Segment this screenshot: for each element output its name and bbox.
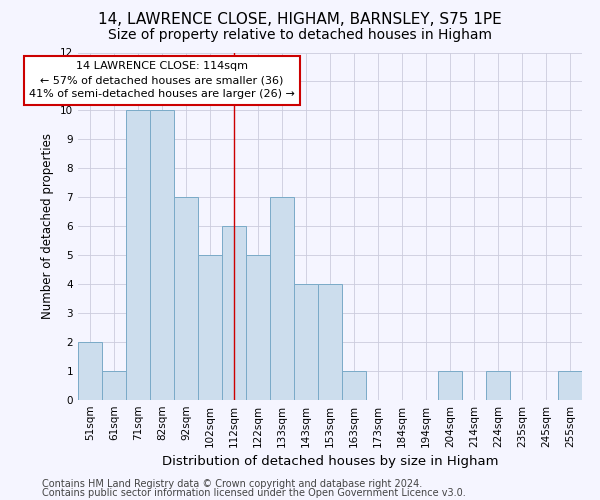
- Bar: [486, 371, 510, 400]
- Bar: [126, 110, 150, 400]
- Bar: [270, 198, 294, 400]
- Text: Contains HM Land Registry data © Crown copyright and database right 2024.: Contains HM Land Registry data © Crown c…: [42, 479, 422, 489]
- Bar: [342, 371, 366, 400]
- Bar: [198, 255, 222, 400]
- Bar: [438, 371, 462, 400]
- Bar: [294, 284, 318, 400]
- Y-axis label: Number of detached properties: Number of detached properties: [41, 133, 55, 320]
- Bar: [174, 198, 198, 400]
- Bar: [78, 342, 102, 400]
- Bar: [318, 284, 342, 400]
- Text: 14, LAWRENCE CLOSE, HIGHAM, BARNSLEY, S75 1PE: 14, LAWRENCE CLOSE, HIGHAM, BARNSLEY, S7…: [98, 12, 502, 28]
- X-axis label: Distribution of detached houses by size in Higham: Distribution of detached houses by size …: [162, 456, 498, 468]
- Bar: [150, 110, 174, 400]
- Text: Size of property relative to detached houses in Higham: Size of property relative to detached ho…: [108, 28, 492, 42]
- Text: Contains public sector information licensed under the Open Government Licence v3: Contains public sector information licen…: [42, 488, 466, 498]
- Bar: [102, 371, 126, 400]
- Bar: [246, 255, 270, 400]
- Bar: [222, 226, 246, 400]
- Text: 14 LAWRENCE CLOSE: 114sqm
← 57% of detached houses are smaller (36)
41% of semi-: 14 LAWRENCE CLOSE: 114sqm ← 57% of detac…: [29, 61, 295, 99]
- Bar: [558, 371, 582, 400]
